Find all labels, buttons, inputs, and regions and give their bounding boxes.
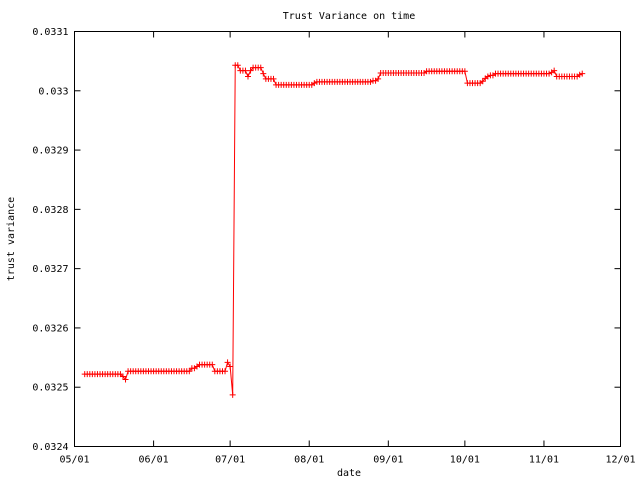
y-tick-label: 0.0327 bbox=[32, 264, 68, 275]
x-axis-label: date bbox=[337, 468, 361, 479]
x-tick-label: 06/01 bbox=[139, 455, 169, 466]
series-line bbox=[84, 64, 583, 395]
y-tick-label: 0.033 bbox=[38, 86, 68, 97]
data-point bbox=[209, 361, 216, 368]
data-point bbox=[234, 62, 241, 69]
x-tick-label: 07/01 bbox=[215, 455, 245, 466]
data-point bbox=[247, 67, 254, 74]
data-point bbox=[122, 376, 129, 383]
data-point bbox=[311, 80, 318, 87]
data-point bbox=[242, 67, 249, 74]
data-point bbox=[375, 75, 382, 82]
x-tick-label: 09/01 bbox=[373, 455, 403, 466]
data-point bbox=[244, 73, 251, 80]
data-point bbox=[270, 75, 277, 82]
data-point bbox=[257, 64, 264, 71]
x-tick-label: 05/01 bbox=[59, 455, 89, 466]
chart-title: Trust Variance on time bbox=[283, 11, 415, 22]
data-point bbox=[461, 68, 468, 75]
y-axis-label: trust variance bbox=[6, 197, 17, 281]
data-point bbox=[579, 70, 586, 77]
series-group bbox=[81, 62, 586, 398]
data-point bbox=[229, 391, 236, 398]
data-point bbox=[186, 368, 193, 375]
y-tick-label: 0.0331 bbox=[32, 27, 68, 38]
y-tick-label: 0.0329 bbox=[32, 146, 68, 157]
data-point bbox=[479, 78, 486, 85]
y-tick-label: 0.0328 bbox=[32, 205, 68, 216]
data-point bbox=[227, 363, 234, 370]
data-point bbox=[546, 70, 553, 77]
data-point bbox=[367, 78, 374, 85]
y-axis-ticks: 0.0324 0.0325 0.0326 0.0327 0.0328 0.0329 0.03… bbox=[32, 27, 621, 453]
plot-frame bbox=[74, 31, 621, 447]
data-point bbox=[119, 373, 126, 380]
y-tick-label: 0.0326 bbox=[32, 323, 68, 334]
data-point bbox=[260, 70, 267, 77]
data-point bbox=[551, 67, 558, 74]
x-tick-label: 08/01 bbox=[294, 455, 324, 466]
data-point bbox=[576, 71, 583, 78]
data-point bbox=[222, 368, 229, 375]
x-axis-ticks: 05/01 06/01 07/01 08/01 09/01 10/01 11/01 12/01 bbox=[59, 31, 636, 466]
y-tick-label: 0.0324 bbox=[32, 442, 68, 453]
x-tick-label: 12/01 bbox=[605, 455, 635, 466]
x-tick-label: 10/01 bbox=[450, 455, 480, 466]
data-point bbox=[224, 359, 231, 366]
data-point bbox=[484, 73, 491, 80]
y-tick-label: 0.0325 bbox=[32, 383, 68, 394]
x-tick-label: 11/01 bbox=[529, 455, 559, 466]
